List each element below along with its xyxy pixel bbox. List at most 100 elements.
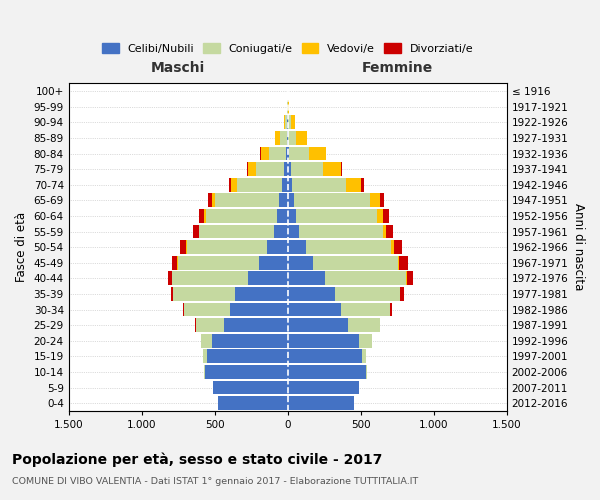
Bar (178, 256, 259, 270)
Bar (205, 365, 287, 379)
Bar (256, 162, 284, 176)
Bar (299, 224, 383, 238)
Bar (168, 272, 172, 285)
Bar (259, 256, 287, 270)
Bar (287, 162, 290, 176)
Bar (287, 302, 341, 316)
Text: COMUNE DI VIBO VALENTIA - Dati ISTAT 1° gennaio 2017 - Elaborazione TUTTITALIA.I: COMUNE DI VIBO VALENTIA - Dati ISTAT 1° … (12, 478, 418, 486)
Bar (296, 131, 307, 145)
Bar (287, 396, 354, 410)
Bar (391, 240, 394, 254)
Bar (383, 224, 386, 238)
Bar (206, 209, 277, 223)
Bar (173, 287, 235, 301)
Bar (394, 240, 403, 254)
Bar (284, 162, 287, 176)
Bar (172, 256, 178, 270)
Bar (224, 318, 287, 332)
Bar (199, 209, 205, 223)
Bar (213, 380, 287, 394)
Bar (370, 194, 380, 207)
Bar (287, 287, 335, 301)
Bar (229, 178, 232, 192)
Bar (206, 350, 287, 363)
Bar (346, 178, 361, 192)
Bar (287, 365, 366, 379)
Bar (306, 240, 391, 254)
Bar (287, 240, 306, 254)
Bar (341, 302, 390, 316)
Bar (171, 287, 173, 301)
Legend: Celibi/Nubili, Coniugati/e, Vedovi/e, Divorziati/e: Celibi/Nubili, Coniugati/e, Vedovi/e, Di… (98, 38, 478, 58)
Bar (280, 131, 287, 145)
Bar (347, 318, 380, 332)
Bar (292, 178, 346, 192)
Y-axis label: Anni di nascita: Anni di nascita (572, 204, 585, 291)
Bar (181, 240, 186, 254)
Bar (288, 116, 291, 129)
Bar (286, 146, 287, 160)
Bar (287, 380, 359, 394)
Bar (287, 100, 289, 114)
Bar (184, 302, 230, 316)
Bar (196, 318, 224, 332)
Bar (398, 256, 400, 270)
Bar (386, 224, 393, 238)
Bar (277, 209, 287, 223)
Bar (269, 146, 286, 160)
Bar (172, 272, 248, 285)
Bar (248, 272, 287, 285)
Bar (383, 209, 389, 223)
Bar (279, 194, 287, 207)
Text: Popolazione per età, sesso e stato civile - 2017: Popolazione per età, sesso e stato civil… (12, 452, 382, 467)
Bar (248, 162, 256, 176)
Bar (313, 256, 398, 270)
Bar (323, 162, 341, 176)
Bar (201, 334, 212, 347)
Bar (287, 256, 313, 270)
Bar (182, 302, 184, 316)
Bar (274, 224, 287, 238)
Bar (309, 146, 326, 160)
Bar (247, 162, 248, 176)
Bar (287, 350, 362, 363)
Bar (361, 178, 364, 192)
Bar (193, 224, 199, 238)
Bar (287, 209, 296, 223)
Bar (325, 272, 406, 285)
Bar (236, 178, 282, 192)
Text: Maschi: Maschi (151, 61, 205, 75)
Bar (287, 334, 359, 347)
Bar (296, 209, 377, 223)
Bar (362, 350, 366, 363)
Bar (287, 131, 289, 145)
Y-axis label: Fasce di età: Fasce di età (15, 212, 28, 282)
Bar (287, 224, 299, 238)
Bar (400, 256, 408, 270)
Bar (195, 318, 196, 332)
Bar (187, 240, 266, 254)
Bar (291, 116, 295, 129)
Bar (203, 350, 206, 363)
Bar (287, 272, 325, 285)
Bar (359, 334, 371, 347)
Bar (390, 302, 392, 316)
Bar (266, 240, 287, 254)
Bar (199, 224, 274, 238)
Bar (341, 162, 343, 176)
Bar (287, 178, 292, 192)
Bar (235, 287, 287, 301)
Bar (287, 146, 289, 160)
Bar (212, 334, 287, 347)
Bar (275, 131, 280, 145)
Bar (205, 209, 206, 223)
Bar (290, 162, 323, 176)
Bar (284, 116, 285, 129)
Bar (215, 194, 279, 207)
Bar (377, 209, 383, 223)
Bar (230, 302, 287, 316)
Bar (212, 194, 215, 207)
Bar (285, 116, 287, 129)
Bar (260, 146, 269, 160)
Bar (186, 240, 187, 254)
